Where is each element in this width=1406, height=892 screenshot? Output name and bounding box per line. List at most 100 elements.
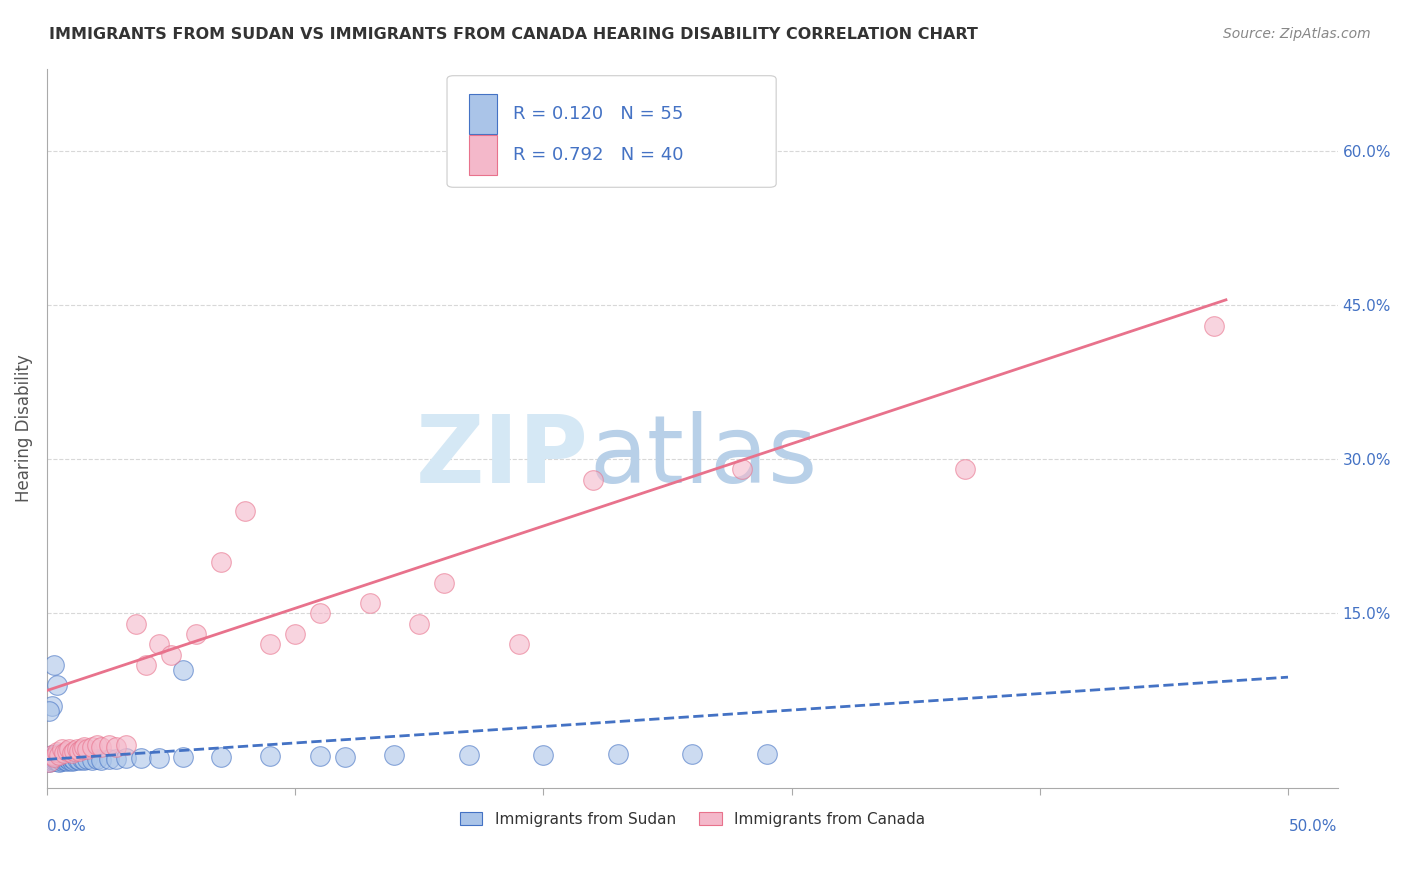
- Text: atlas: atlas: [589, 411, 817, 503]
- Point: [55, 744, 77, 758]
- Point: [51, 751, 73, 765]
- Point: [148, 751, 170, 765]
- Point: [681, 747, 703, 762]
- Point: [41, 698, 63, 713]
- Point: [135, 657, 157, 672]
- FancyBboxPatch shape: [447, 76, 776, 187]
- Text: ZIP: ZIP: [416, 411, 589, 503]
- Point: [408, 616, 430, 631]
- Point: [51, 755, 73, 769]
- Point: [53, 754, 76, 768]
- Point: [172, 750, 194, 764]
- Text: R = 0.792   N = 40: R = 0.792 N = 40: [513, 146, 683, 164]
- Point: [309, 749, 332, 764]
- Point: [63, 754, 86, 768]
- Point: [333, 750, 356, 764]
- Point: [48, 752, 70, 766]
- Point: [38, 756, 60, 770]
- Text: Source: ZipAtlas.com: Source: ZipAtlas.com: [1223, 27, 1371, 41]
- Point: [384, 748, 406, 763]
- Point: [284, 627, 307, 641]
- Point: [97, 752, 120, 766]
- Point: [48, 749, 70, 764]
- Point: [90, 754, 112, 768]
- Point: [58, 754, 80, 768]
- Point: [115, 738, 138, 752]
- Point: [86, 752, 108, 766]
- Point: [235, 503, 257, 517]
- Point: [41, 748, 63, 763]
- Point: [58, 742, 80, 756]
- Point: [172, 663, 194, 677]
- Point: [73, 754, 96, 768]
- Point: [359, 596, 381, 610]
- Point: [73, 740, 96, 755]
- Point: [160, 648, 183, 662]
- Legend: Immigrants from Sudan, Immigrants from Canada: Immigrants from Sudan, Immigrants from C…: [451, 805, 932, 835]
- Point: [457, 748, 479, 763]
- Point: [45, 747, 67, 762]
- Point: [129, 751, 152, 765]
- Point: [41, 748, 63, 763]
- Point: [66, 752, 89, 766]
- Point: [60, 751, 83, 765]
- Point: [582, 473, 605, 487]
- Y-axis label: Hearing Disability: Hearing Disability: [15, 354, 32, 502]
- Point: [97, 738, 120, 752]
- Point: [955, 462, 977, 476]
- Point: [53, 750, 76, 764]
- Point: [105, 740, 128, 755]
- Point: [41, 755, 63, 769]
- Point: [48, 756, 70, 770]
- Point: [70, 742, 93, 756]
- Point: [38, 756, 60, 770]
- Point: [731, 462, 754, 476]
- Point: [38, 704, 60, 718]
- Point: [60, 746, 83, 760]
- Text: 0.0%: 0.0%: [46, 820, 86, 834]
- Point: [80, 754, 103, 768]
- Point: [76, 752, 98, 766]
- Text: 50.0%: 50.0%: [1289, 820, 1337, 834]
- Point: [433, 575, 456, 590]
- Point: [63, 744, 86, 758]
- Point: [44, 751, 66, 765]
- Point: [53, 746, 76, 760]
- Point: [51, 742, 73, 756]
- Point: [58, 750, 80, 764]
- Point: [55, 751, 77, 765]
- Point: [115, 751, 138, 765]
- Point: [508, 637, 530, 651]
- Point: [1202, 318, 1225, 333]
- Point: [86, 738, 108, 752]
- Point: [45, 678, 67, 692]
- Text: IMMIGRANTS FROM SUDAN VS IMMIGRANTS FROM CANADA HEARING DISABILITY CORRELATION C: IMMIGRANTS FROM SUDAN VS IMMIGRANTS FROM…: [49, 27, 979, 42]
- Point: [76, 742, 98, 756]
- Point: [259, 637, 281, 651]
- Point: [67, 754, 90, 768]
- Point: [531, 748, 554, 763]
- Point: [55, 755, 77, 769]
- Point: [44, 657, 66, 672]
- Point: [44, 749, 66, 764]
- Point: [90, 740, 112, 755]
- FancyBboxPatch shape: [470, 94, 498, 134]
- Text: R = 0.120   N = 55: R = 0.120 N = 55: [513, 105, 683, 123]
- FancyBboxPatch shape: [470, 135, 498, 175]
- Point: [184, 627, 207, 641]
- Point: [309, 607, 332, 621]
- Point: [755, 747, 778, 762]
- Point: [67, 744, 90, 758]
- Point: [45, 755, 67, 769]
- Point: [606, 747, 628, 762]
- Point: [70, 752, 93, 766]
- Point: [41, 750, 63, 764]
- Point: [48, 748, 70, 763]
- Point: [209, 750, 232, 764]
- Point: [51, 748, 73, 763]
- Point: [259, 749, 281, 764]
- Point: [105, 752, 128, 766]
- Point: [45, 750, 67, 764]
- Point: [45, 745, 67, 759]
- Point: [80, 740, 103, 755]
